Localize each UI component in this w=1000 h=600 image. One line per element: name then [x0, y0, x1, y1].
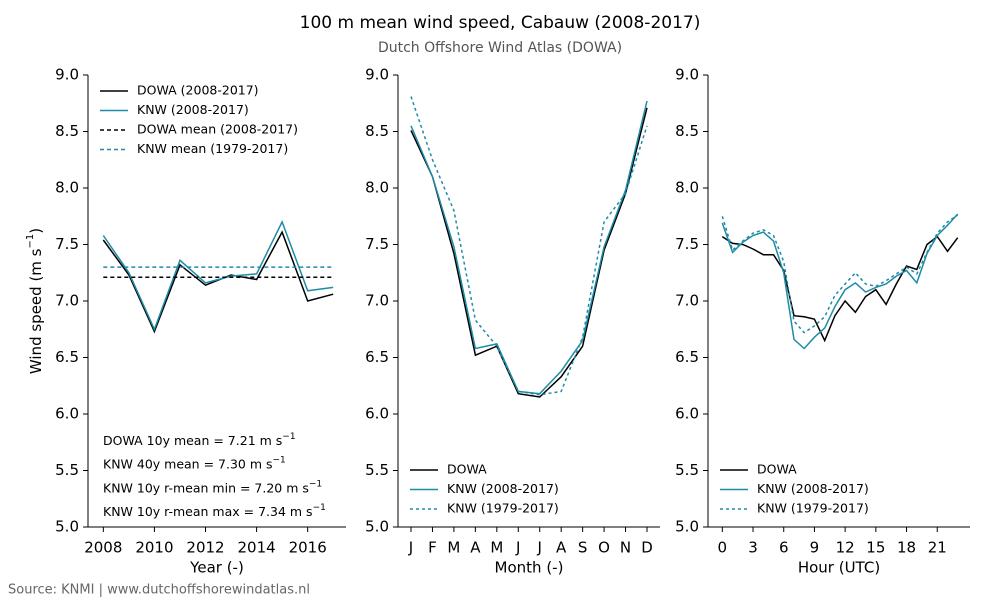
y-tick-label: 5.0: [675, 518, 699, 536]
y-axis-label-sup: −1: [25, 234, 36, 249]
y-tick-label: 6.0: [675, 405, 699, 423]
legend-label: KNW (2008-2017): [757, 481, 869, 496]
chart-title: 100 m mean wind speed, Cabauw (2008-2017…: [300, 13, 701, 33]
y-axis-label-text: Wind speed (m s: [27, 248, 45, 374]
legend-label: KNW (2008-2017): [447, 481, 559, 496]
x-tick-label: J: [408, 539, 413, 557]
annotation-text: KNW 40y mean = 7.30 m s: [103, 456, 273, 471]
x-tick-label: S: [578, 539, 588, 557]
y-axis-label: Wind speed (m s−1): [25, 228, 45, 374]
x-tick-label: F: [428, 539, 437, 557]
y-tick-label: 5.0: [365, 518, 389, 536]
x-tick-label: 12: [836, 539, 855, 557]
x-tick-label: O: [598, 539, 610, 557]
line-series: [102, 220, 334, 332]
y-tick-label: 7.0: [675, 292, 699, 310]
annotation: KNW 40y mean = 7.30 m s−1: [103, 455, 286, 471]
x-tick-label: 2014: [238, 539, 276, 557]
x-tick-label: N: [620, 539, 631, 557]
y-tick-label: 8.0: [365, 179, 389, 197]
y-tick-label: 7.5: [55, 235, 79, 253]
x-tick-label: J: [515, 539, 520, 557]
x-tick-label: 2012: [186, 539, 224, 557]
line-series: [410, 100, 648, 395]
annotation-text: DOWA 10y mean = 7.21 m s: [103, 433, 282, 448]
x-tick-label: 6: [779, 539, 789, 557]
line-series: [410, 96, 648, 396]
y-tick-label: 6.0: [365, 405, 389, 423]
annotation-sup: −1: [309, 479, 322, 489]
y-tick-label: 7.5: [365, 235, 389, 253]
x-tick-label: 2010: [135, 539, 173, 557]
x-tick-label: 9: [810, 539, 820, 557]
x-tick-label: A: [470, 539, 481, 557]
x-tick-label: 3: [748, 539, 758, 557]
y-tick-label: 5.5: [365, 461, 389, 479]
x-tick-label: M: [447, 539, 460, 557]
y-tick-label: 7.0: [365, 292, 389, 310]
x-tick-label: 21: [928, 539, 947, 557]
y-tick-label: 7.0: [55, 292, 79, 310]
annotation: KNW 10y r-mean max = 7.34 m s−1: [103, 503, 326, 519]
x-tick-label: 15: [866, 539, 885, 557]
x-axis-label: Hour (UTC): [798, 559, 880, 577]
y-tick-label: 6.5: [365, 348, 389, 366]
x-tick-label: 18: [897, 539, 916, 557]
x-axis-label: Month (-): [495, 559, 564, 577]
y-tick-label: 6.0: [55, 405, 79, 423]
legend-label: KNW (2008-2017): [137, 102, 249, 117]
line-series: [410, 107, 648, 398]
x-tick-label: 0: [718, 539, 728, 557]
y-tick-label: 5.5: [55, 461, 79, 479]
annotation-text: KNW 10y r-mean min = 7.20 m s: [103, 480, 309, 495]
legend-label: KNW (1979-2017): [757, 501, 869, 516]
x-tick-label: D: [641, 539, 653, 557]
line-series: [721, 213, 959, 350]
x-tick-label: J: [537, 539, 542, 557]
y-tick-label: 8.0: [55, 179, 79, 197]
legend-label: DOWA: [757, 462, 797, 477]
y-tick-label: 6.5: [55, 348, 79, 366]
legend-label: KNW mean (1979-2017): [137, 141, 288, 156]
y-tick-label: 9.0: [675, 66, 699, 84]
y-tick-label: 5.5: [675, 461, 699, 479]
y-tick-label: 8.5: [365, 122, 389, 140]
legend-label: KNW (1979-2017): [447, 501, 559, 516]
line-series: [721, 214, 959, 334]
annotation-sup: −1: [282, 432, 295, 442]
source: Source: KNMI | www.dutchoffshorewindatla…: [8, 583, 310, 598]
y-tick-label: 5.0: [55, 518, 79, 536]
x-tick-label: 2016: [289, 539, 327, 557]
annotation-text: KNW 10y r-mean max = 7.34 m s: [103, 504, 313, 519]
legend-label: DOWA mean (2008-2017): [137, 122, 298, 137]
y-axis-label-end: ): [27, 228, 45, 234]
line-series: [721, 235, 959, 343]
y-tick-label: 7.5: [675, 235, 699, 253]
y-tick-label: 9.0: [365, 66, 389, 84]
legend-label: DOWA (2008-2017): [137, 83, 259, 98]
x-tick-label: 2008: [84, 539, 122, 557]
legend-label: DOWA: [447, 462, 487, 477]
line-series: [102, 230, 334, 334]
x-tick-label: M: [490, 539, 503, 557]
x-tick-label: A: [556, 539, 567, 557]
annotation: KNW 10y r-mean min = 7.20 m s−1: [103, 479, 322, 495]
y-tick-label: 6.5: [675, 348, 699, 366]
annotation-sup: −1: [313, 503, 326, 513]
annotation-sup: −1: [273, 455, 286, 465]
y-tick-label: 8.5: [675, 122, 699, 140]
x-axis-label: Year (-): [189, 559, 244, 577]
y-tick-label: 8.0: [675, 179, 699, 197]
y-tick-label: 9.0: [55, 66, 79, 84]
y-tick-label: 8.5: [55, 122, 79, 140]
chart-subtitle: Dutch Offshore Wind Atlas (DOWA): [378, 40, 622, 56]
annotation: DOWA 10y mean = 7.21 m s−1: [103, 432, 296, 448]
